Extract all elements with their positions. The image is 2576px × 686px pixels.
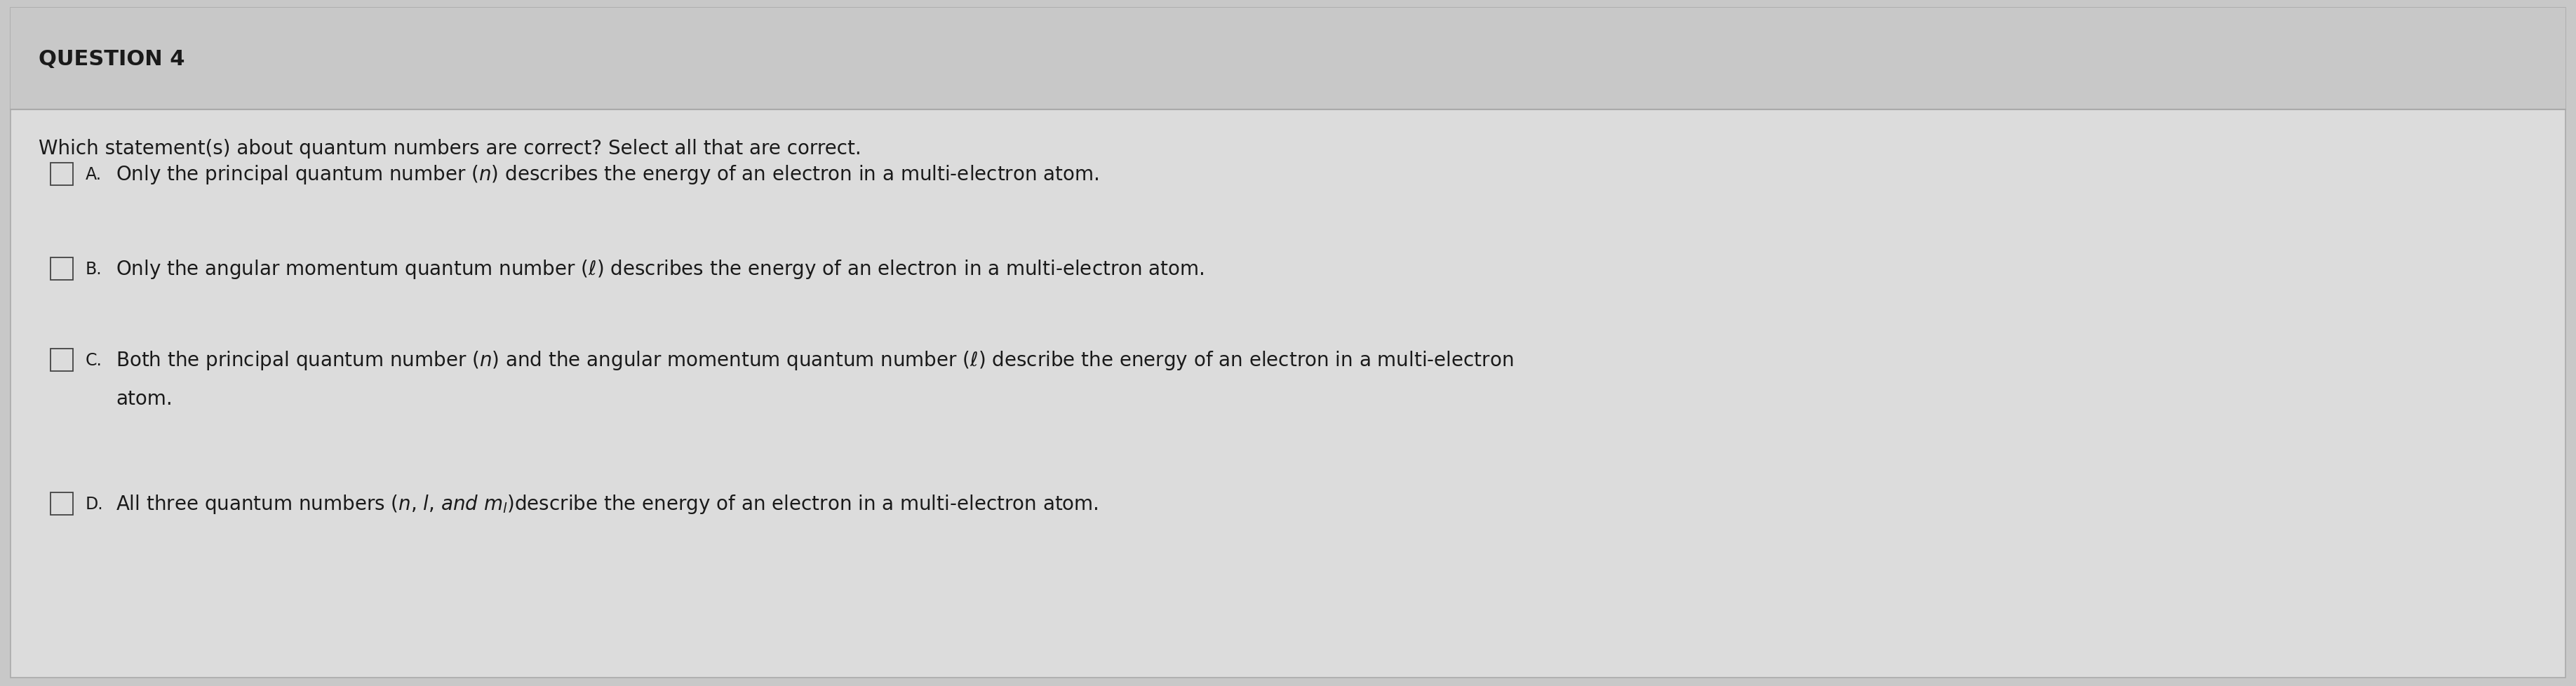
Bar xyxy=(52,163,72,186)
Text: QUESTION 4: QUESTION 4 xyxy=(39,49,185,69)
Bar xyxy=(52,493,72,515)
Text: Only the angular momentum quantum number ($\ell$) describes the energy of an ele: Only the angular momentum quantum number… xyxy=(116,258,1206,281)
Text: Which statement(s) about quantum numbers are correct? Select all that are correc: Which statement(s) about quantum numbers… xyxy=(39,139,860,158)
Bar xyxy=(52,349,72,371)
Text: All three quantum numbers ($n$, $l$, $and$ $m_l$)describe the energy of an elect: All three quantum numbers ($n$, $l$, $an… xyxy=(116,493,1097,515)
Text: Both the principal quantum number ($n$) and the angular momentum quantum number : Both the principal quantum number ($n$) … xyxy=(116,349,1515,371)
Text: D.: D. xyxy=(85,495,103,512)
Text: B.: B. xyxy=(85,261,103,277)
Text: C.: C. xyxy=(85,352,103,368)
Bar xyxy=(10,8,2566,110)
Text: Only the principal quantum number ($n$) describes the energy of an electron in a: Only the principal quantum number ($n$) … xyxy=(116,163,1100,186)
Text: atom.: atom. xyxy=(116,389,173,409)
Text: A.: A. xyxy=(85,166,103,183)
Bar xyxy=(52,258,72,281)
